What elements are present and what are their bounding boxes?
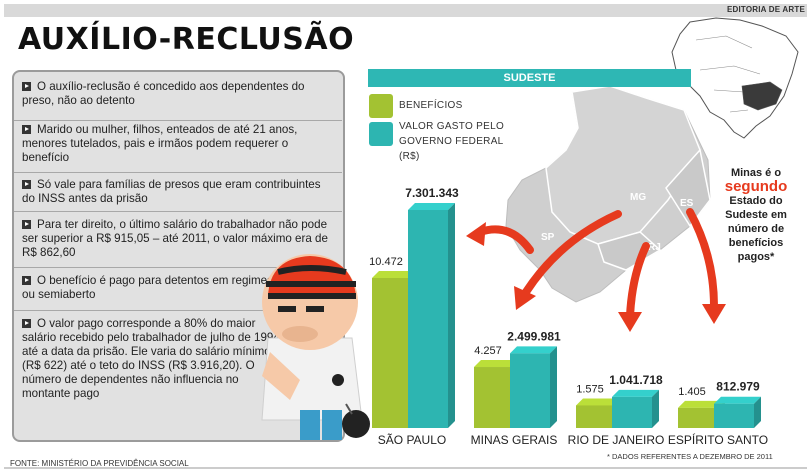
info-item: Marido ou mulher, filhos, enteados de at… (22, 123, 298, 164)
category-label: ESPÍRITO SANTO (668, 432, 768, 447)
arrow-es (686, 208, 718, 310)
value-label-spending: 2.499.981 (507, 329, 561, 343)
info-item: Só vale para famílias de presos que eram… (22, 178, 321, 205)
value-label-benefits: 1.405 (678, 386, 706, 398)
info-separator (14, 211, 342, 212)
editoria-label: EDITORIA DE ARTE (726, 5, 805, 14)
category-label: SÃO PAULO (378, 433, 446, 447)
legend-label-benefits: BENEFÍCIOS (399, 100, 463, 111)
bar-spending-side (652, 389, 659, 428)
prisoner-illustration (261, 254, 370, 440)
region-header: SUDESTE (368, 69, 691, 87)
ranking-note: Minas é o segundo Estado do Sudeste em n… (720, 166, 792, 264)
category-label: MINAS GERAIS (471, 433, 558, 447)
info-separator (14, 172, 342, 173)
note-post: Estado do Sudeste em número de benefício… (725, 195, 787, 263)
map-label-es: ES (680, 198, 694, 209)
value-label-spending: 1.041.718 (609, 373, 663, 387)
bar-spending-top (510, 346, 557, 354)
bullet-icon (22, 125, 31, 134)
map-label-rj: RJ (648, 242, 661, 253)
value-label-spending: 7.301.343 (405, 186, 459, 200)
bar-spending-top (714, 396, 761, 404)
bar-benefits (576, 405, 616, 428)
bar-group: 10.472 7.301.343 SÃO PAULO 4.257 2.499.981 MI… (369, 186, 768, 447)
note-highlight: segundo (724, 178, 788, 195)
info-separator (14, 267, 342, 268)
info-item: O benefício é pago para detentos em regi… (22, 274, 318, 301)
bottom-rule (4, 467, 807, 469)
bullet-icon (22, 319, 31, 328)
arrows (466, 208, 726, 332)
bar-spending (612, 396, 652, 428)
value-label-benefits: 4.257 (474, 345, 502, 357)
bar-spending (510, 353, 550, 428)
bullet-icon (22, 220, 31, 229)
bar-benefits-top (474, 360, 521, 368)
legend-label-spending: VALOR GASTO PELO GOVERNO FEDERAL (R$) (399, 121, 505, 162)
value-label-spending: 812.979 (716, 380, 760, 394)
value-label-benefits: 10.472 (369, 256, 403, 268)
bar-benefits (372, 278, 412, 428)
info-separator (14, 310, 342, 311)
info-item: O auxílio-reclusão é concedido aos depen… (22, 80, 305, 107)
bar-spending-side (754, 396, 761, 428)
map-label-sp: SP (541, 232, 555, 243)
bar-benefits-top (678, 400, 725, 408)
bullet-icon (22, 180, 31, 189)
arrow-mg (522, 210, 622, 296)
brazil-map-icon (671, 17, 799, 139)
bar-spending-top (408, 203, 455, 210)
arrow-head-rj (618, 312, 642, 332)
map-label-mg: MG (630, 192, 646, 203)
bar-spending-side (448, 203, 455, 428)
arrow-rj (626, 242, 650, 320)
info-item: Para ter direito, o último salário do tr… (22, 218, 328, 259)
category-label: RIO DE JANEIRO (568, 433, 665, 447)
bar-benefits (474, 367, 514, 428)
footnote: * DADOS REFERENTES A DEZEMBRO DE 2011 (607, 452, 773, 461)
page-title: AUXÍLIO-RECLUSÃO (18, 22, 355, 57)
bar-spending-side (550, 346, 557, 428)
arrow-head-sp (466, 222, 486, 246)
note-pre: Minas é o (730, 167, 782, 179)
bar-spending-top (612, 389, 659, 397)
bullet-icon (22, 276, 31, 285)
legend-swatch-spending (369, 122, 393, 146)
bar-spending (408, 210, 448, 428)
bar-spending (714, 403, 754, 428)
source-label: FONTE: MINISTÉRIO DA PREVIDÊNCIA SOCIAL (10, 459, 189, 468)
bar-benefits (678, 407, 718, 428)
bar-benefits-top (372, 271, 419, 278)
bullet-icon (22, 82, 31, 91)
info-separator (14, 120, 342, 121)
legend-swatch-benefits (369, 94, 393, 118)
bar-benefits-top (576, 398, 623, 406)
sudeste-map: MG SP RJ ES (505, 85, 711, 303)
value-label-benefits: 1.575 (576, 383, 604, 395)
info-item: O valor pago corresponde a 80% do maior … (22, 317, 280, 400)
top-bar (4, 4, 807, 17)
arrow-head-es (702, 304, 726, 324)
arrow-head-mg (514, 286, 536, 310)
